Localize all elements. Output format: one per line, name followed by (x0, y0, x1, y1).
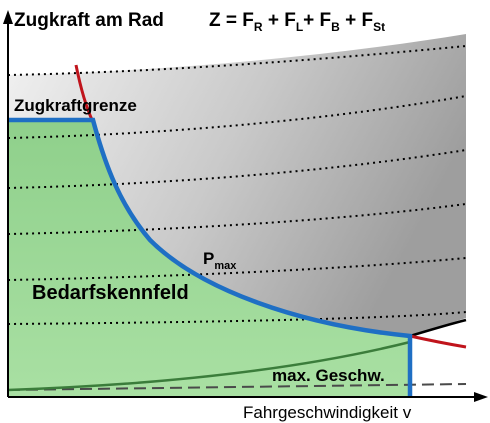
resistance-region (8, 34, 466, 336)
x-axis-arrow (474, 392, 488, 402)
lower-right-white (412, 340, 468, 396)
demand-field-label: Bedarfskennfeld (32, 282, 189, 304)
equation: Z = FR + FL+ FB + FSt (209, 10, 385, 34)
axes (3, 10, 488, 402)
road-resistance-curve (7, 340, 411, 392)
pmax-label: Pmax (203, 249, 237, 272)
equation-sub-b: B (331, 20, 340, 34)
equation-sep-2: + F (303, 10, 331, 31)
equation-lhs: Z = F (209, 10, 254, 31)
y-axis-title: Zugkraft am Rad (14, 10, 164, 31)
rolling-resistance-dashed (7, 383, 467, 391)
demand-boundary (8, 117, 413, 397)
pmax-sub: max (214, 260, 237, 272)
x-axis-title: Fahrgeschwindigkeit v (243, 403, 412, 422)
equation-sub-l: L (296, 20, 303, 34)
pmax-hyperbola-top (74, 64, 95, 123)
resistance-curves (7, 45, 467, 325)
road-resistance-continuation (409, 318, 467, 338)
demand-field-region (8, 120, 410, 397)
pmax-hyperbola-bottom (409, 334, 467, 349)
equation-sep-1: + F (263, 10, 296, 31)
max-speed-label: max. Geschw. (272, 366, 385, 385)
traction-limit-label: Zugkraftgrenze (14, 96, 137, 115)
y-axis-arrow (3, 10, 13, 24)
resistance-curve-2 (7, 95, 467, 139)
equation-sep-3: + F (340, 10, 373, 31)
resistance-curve-3 (7, 149, 467, 189)
resistance-curve-5 (7, 257, 467, 281)
pmax-main: P (203, 249, 214, 268)
resistance-curve-6 (7, 311, 467, 325)
equation-sub-r: R (254, 20, 263, 34)
equation-sub-st: St (373, 20, 385, 34)
